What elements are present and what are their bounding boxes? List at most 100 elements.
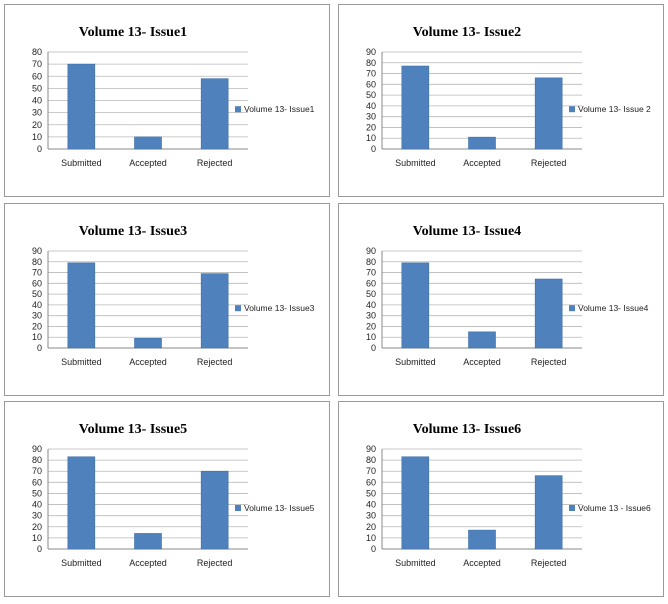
- y-tick-label: 30: [366, 311, 376, 321]
- bar-rejected: [534, 278, 563, 349]
- y-tick-label: 20: [366, 122, 376, 132]
- y-tick-label: 60: [32, 278, 42, 288]
- x-tick-label: Rejected: [197, 158, 233, 168]
- y-tick-label: 30: [32, 311, 42, 321]
- y-tick-label: 90: [366, 246, 376, 256]
- legend-swatch: [569, 505, 575, 511]
- x-tick-label: Submitted: [61, 357, 102, 367]
- legend-label: Volume 13- Issue1: [244, 104, 315, 114]
- legend-swatch: [569, 305, 575, 312]
- x-tick-label: Rejected: [531, 558, 567, 568]
- bar-rejected: [200, 78, 229, 150]
- x-tick-label: Accepted: [463, 558, 501, 568]
- y-tick-label: 40: [366, 101, 376, 111]
- y-tick-label: 40: [32, 500, 42, 510]
- y-tick-label: 30: [366, 112, 376, 122]
- legend-swatch: [235, 305, 241, 312]
- x-tick-label: Accepted: [463, 158, 501, 168]
- legend-swatch: [569, 106, 575, 113]
- y-tick-label: 50: [32, 289, 42, 299]
- bar-rejected: [200, 273, 229, 349]
- chart-svg: Volume 13- Issue1 0 10 20 30 40 50 60 70 80 Submit…: [32, 25, 315, 168]
- bar-submitted: [67, 63, 96, 150]
- y-tick-label: 60: [366, 278, 376, 288]
- y-tick-label: 50: [366, 488, 376, 498]
- x-tick-label: Rejected: [197, 357, 233, 367]
- legend-label: Volume 13 - Issue6: [578, 503, 651, 513]
- x-tick-label: Accepted: [129, 357, 167, 367]
- y-tick-label: 60: [32, 71, 42, 81]
- y-tick-label: 0: [371, 544, 376, 554]
- y-tick-label: 50: [32, 83, 42, 93]
- bar-accepted: [134, 533, 162, 550]
- y-tick-label: 10: [32, 332, 42, 342]
- y-tick-label: 70: [366, 466, 376, 476]
- x-tick-label: Submitted: [61, 558, 102, 568]
- x-tick-label: Submitted: [395, 357, 436, 367]
- bar-accepted: [134, 136, 162, 150]
- y-tick-label: 60: [366, 79, 376, 89]
- y-tick-label: 80: [366, 455, 376, 465]
- y-tick-label: 20: [32, 120, 42, 130]
- y-tick-label: 70: [32, 59, 42, 69]
- chart-panel-issue2: Volume 13- Issue2 0 10 20 30 40 50 60 70 80 90 Subm…: [338, 4, 664, 197]
- y-tick-label: 20: [32, 321, 42, 331]
- y-tick-label: 50: [366, 289, 376, 299]
- y-tick-label: 10: [32, 533, 42, 543]
- chart-panel-issue3: Volume 13- Issue3 0 10 20 30 40 50 60 70 80 90 Subm…: [4, 203, 330, 396]
- bar-rejected: [534, 77, 563, 150]
- y-tick-label: 40: [32, 300, 42, 310]
- bar-rejected: [534, 475, 563, 550]
- y-tick-label: 20: [366, 321, 376, 331]
- chart-title: Volume 13- Issue1: [79, 25, 187, 40]
- legend-label: Volume 13- Issue 2: [578, 104, 651, 114]
- y-tick-label: 60: [366, 477, 376, 487]
- chart-title: Volume 13- Issue3: [79, 224, 187, 239]
- y-tick-label: 30: [366, 511, 376, 521]
- bar-submitted: [401, 456, 430, 550]
- x-tick-label: Rejected: [531, 357, 567, 367]
- x-tick-label: Accepted: [463, 357, 501, 367]
- bar-rejected: [200, 470, 229, 550]
- chart-title: Volume 13- Issue6: [413, 422, 521, 437]
- y-tick-label: 90: [32, 246, 42, 256]
- y-tick-label: 60: [32, 477, 42, 487]
- legend-swatch: [235, 106, 241, 113]
- y-tick-label: 90: [32, 444, 42, 454]
- x-tick-label: Submitted: [395, 158, 436, 168]
- legend-swatch: [235, 505, 241, 511]
- chart-title: Volume 13- Issue5: [79, 422, 187, 437]
- y-tick-label: 0: [37, 343, 42, 353]
- chart-panel-issue6: Volume 13- Issue6 0 10 20 30 40 50 60 70 80 90 Subm…: [338, 401, 664, 597]
- y-tick-label: 80: [32, 257, 42, 267]
- y-tick-label: 20: [366, 522, 376, 532]
- y-tick-label: 0: [371, 343, 376, 353]
- y-tick-label: 40: [366, 500, 376, 510]
- x-tick-label: Accepted: [129, 558, 167, 568]
- y-tick-label: 10: [32, 132, 42, 142]
- y-tick-label: 80: [366, 257, 376, 267]
- y-tick-label: 80: [366, 58, 376, 68]
- y-tick-label: 10: [366, 332, 376, 342]
- bar-submitted: [401, 262, 430, 349]
- y-tick-label: 0: [37, 144, 42, 154]
- bar-submitted: [401, 65, 430, 150]
- y-tick-label: 70: [32, 268, 42, 278]
- x-tick-label: Rejected: [197, 558, 233, 568]
- y-tick-label: 30: [32, 108, 42, 118]
- y-tick-label: 10: [366, 133, 376, 143]
- x-tick-label: Submitted: [61, 158, 102, 168]
- y-tick-label: 20: [32, 522, 42, 532]
- legend-label: Volume 13- Issue4: [578, 303, 649, 313]
- y-tick-label: 50: [366, 90, 376, 100]
- y-tick-label: 10: [366, 533, 376, 543]
- chart-title: Volume 13- Issue4: [413, 224, 521, 239]
- y-tick-label: 80: [32, 47, 42, 57]
- y-tick-label: 50: [32, 488, 42, 498]
- legend-label: Volume 13- Issue3: [244, 303, 315, 313]
- chart-panel-issue4: Volume 13- Issue4 0 10 20 30 40 50 60 70 80 90 Subm…: [338, 203, 664, 396]
